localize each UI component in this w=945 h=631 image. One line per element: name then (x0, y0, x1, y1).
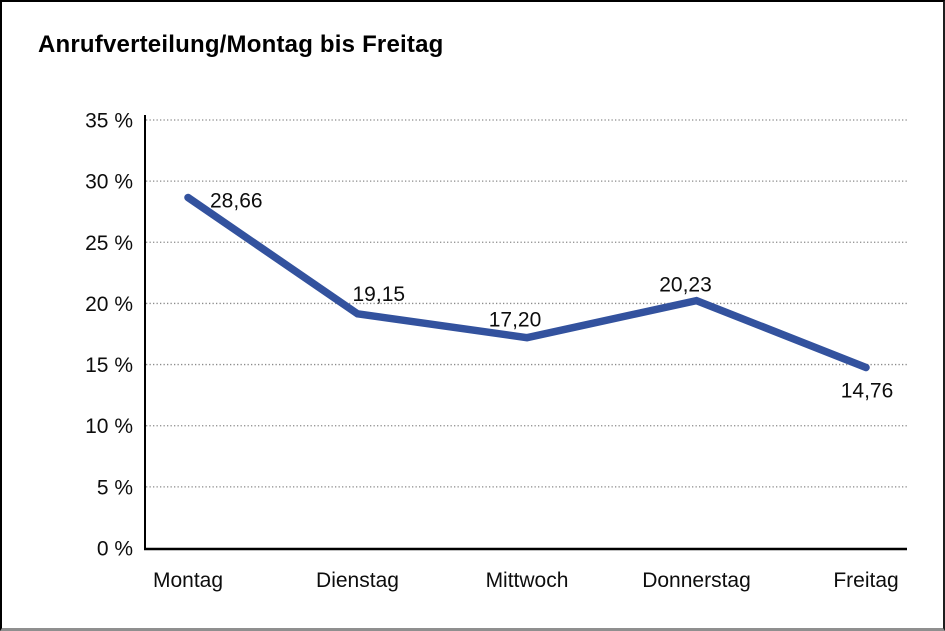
y-tick-label: 5 % (97, 476, 133, 499)
x-category-label: Mittwoch (486, 569, 569, 592)
data-label: 20,23 (659, 274, 712, 297)
x-category-label: Dienstag (316, 569, 399, 592)
data-label: 17,20 (489, 309, 542, 332)
y-tick-label: 0 % (97, 538, 133, 561)
data-label: 19,15 (353, 283, 406, 306)
data-label: 14,76 (841, 380, 894, 403)
y-tick-label: 30 % (85, 171, 133, 194)
x-category-label: Donnerstag (642, 569, 751, 592)
series-line (184, 193, 870, 372)
y-tick-label: 10 % (85, 415, 133, 438)
data-label: 28,66 (210, 190, 263, 213)
x-category-label: Freitag (833, 569, 898, 592)
y-tick-label: 35 % (85, 110, 133, 133)
x-category-label: Montag (153, 569, 223, 592)
y-tick-label: 25 % (85, 232, 133, 255)
chart-title: Anrufverteilung/Montag bis Freitag (38, 31, 444, 58)
y-tick-label: 20 % (85, 293, 133, 316)
y-tick-label: 15 % (85, 354, 133, 377)
